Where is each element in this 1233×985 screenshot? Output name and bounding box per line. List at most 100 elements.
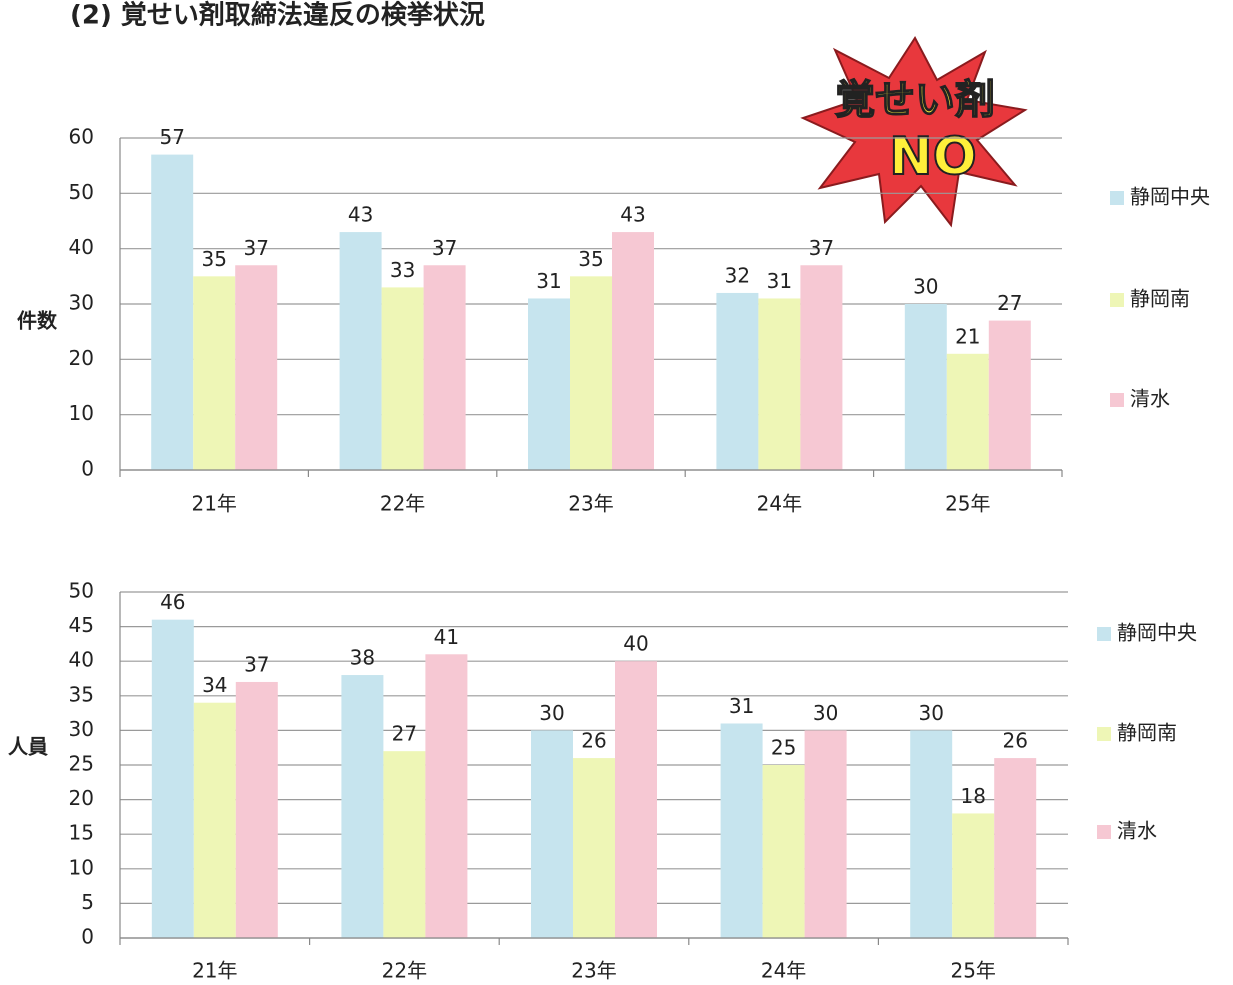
bar bbox=[994, 758, 1037, 938]
bar bbox=[235, 681, 278, 938]
data-label: 35 bbox=[578, 247, 603, 271]
x-tick-label: 23年 bbox=[568, 492, 613, 516]
bar bbox=[615, 661, 657, 938]
bar bbox=[804, 730, 847, 938]
x-tick-label: 23年 bbox=[571, 959, 616, 983]
bar bbox=[193, 276, 236, 470]
legend-label: 清水 bbox=[1117, 819, 1157, 843]
legend-swatch bbox=[1110, 393, 1124, 407]
x-tick-label: 22年 bbox=[382, 959, 427, 983]
data-label: 43 bbox=[620, 203, 645, 227]
y-tick-label: 5 bbox=[81, 890, 94, 914]
bar bbox=[381, 287, 424, 470]
bar bbox=[383, 751, 426, 938]
data-label: 30 bbox=[813, 701, 838, 725]
y-tick-label: 40 bbox=[69, 648, 94, 672]
bar bbox=[423, 265, 466, 470]
bar bbox=[720, 723, 763, 938]
bar bbox=[151, 154, 194, 470]
bar bbox=[425, 654, 468, 938]
data-label: 37 bbox=[432, 236, 457, 260]
x-tick-label: 21年 bbox=[192, 959, 237, 983]
data-label: 31 bbox=[536, 269, 561, 293]
data-label: 40 bbox=[623, 632, 648, 656]
x-tick-label: 25年 bbox=[950, 959, 995, 983]
bar bbox=[528, 298, 570, 470]
data-label: 26 bbox=[581, 729, 606, 753]
y-tick-label: 10 bbox=[69, 855, 94, 879]
bar bbox=[910, 730, 953, 938]
y-tick-label: 20 bbox=[69, 786, 94, 810]
legend-label: 静岡中央 bbox=[1130, 185, 1210, 209]
data-label: 32 bbox=[725, 263, 750, 287]
x-tick-label: 25年 bbox=[945, 492, 990, 516]
y-tick-label: 35 bbox=[69, 682, 94, 706]
data-label: 38 bbox=[350, 646, 375, 670]
bar bbox=[762, 765, 805, 938]
legend-swatch bbox=[1097, 727, 1111, 741]
bar bbox=[570, 276, 612, 470]
data-label: 27 bbox=[997, 291, 1022, 315]
data-label: 30 bbox=[913, 275, 938, 299]
legend-label: 静岡中央 bbox=[1117, 621, 1197, 645]
badge: 覚せい剤 NO bbox=[800, 36, 1028, 228]
bar bbox=[758, 298, 801, 470]
bar bbox=[612, 232, 654, 470]
data-label: 41 bbox=[434, 625, 459, 649]
data-label: 35 bbox=[201, 247, 226, 271]
bar bbox=[573, 758, 615, 938]
bar bbox=[952, 813, 995, 938]
data-label: 37 bbox=[809, 236, 834, 260]
x-tick-label: 24年 bbox=[757, 492, 802, 516]
y-tick-label: 60 bbox=[69, 125, 94, 149]
data-label: 21 bbox=[955, 324, 980, 348]
bar bbox=[151, 619, 194, 938]
y-axis-label: 件数 bbox=[17, 309, 58, 333]
bar bbox=[988, 320, 1031, 470]
legend-label: 静岡南 bbox=[1117, 721, 1177, 745]
data-label: 30 bbox=[539, 701, 564, 725]
bar bbox=[193, 702, 236, 938]
data-label: 18 bbox=[960, 784, 985, 808]
badge-star bbox=[800, 36, 1028, 228]
data-label: 31 bbox=[767, 269, 792, 293]
y-axis-label: 人員 bbox=[8, 735, 48, 759]
data-label: 27 bbox=[392, 722, 417, 746]
bar bbox=[904, 304, 947, 470]
legend-label: 清水 bbox=[1130, 387, 1170, 411]
x-tick-label: 22年 bbox=[380, 492, 425, 516]
bar bbox=[341, 675, 384, 938]
bar bbox=[800, 265, 843, 470]
x-tick-label: 24年 bbox=[761, 959, 806, 983]
y-tick-label: 25 bbox=[69, 752, 94, 776]
y-tick-label: 0 bbox=[81, 925, 94, 949]
data-label: 30 bbox=[918, 701, 943, 725]
legend-label: 静岡南 bbox=[1130, 287, 1190, 311]
y-tick-label: 20 bbox=[69, 346, 94, 370]
y-tick-label: 0 bbox=[81, 457, 94, 481]
bar bbox=[531, 730, 573, 938]
y-tick-label: 40 bbox=[69, 235, 94, 259]
legend-swatch bbox=[1097, 825, 1111, 839]
bar bbox=[235, 265, 278, 470]
data-label: 43 bbox=[348, 203, 373, 227]
bar bbox=[716, 292, 759, 470]
badge-text: 覚せい剤 bbox=[835, 77, 995, 123]
data-label: 37 bbox=[243, 236, 268, 260]
data-label: 57 bbox=[159, 125, 184, 149]
y-tick-label: 15 bbox=[69, 821, 94, 845]
data-label: 26 bbox=[1002, 729, 1027, 753]
data-label: 37 bbox=[244, 652, 269, 676]
y-tick-label: 30 bbox=[69, 717, 94, 741]
y-tick-label: 30 bbox=[69, 291, 94, 315]
y-tick-label: 10 bbox=[69, 401, 94, 425]
legend-swatch bbox=[1097, 627, 1111, 641]
badge-text: NO bbox=[889, 127, 977, 187]
page-title: (2) 覚せい剤取締法違反の検挙状況 bbox=[70, 0, 485, 31]
y-tick-label: 50 bbox=[69, 579, 94, 603]
y-tick-label: 45 bbox=[69, 613, 94, 637]
legend-swatch bbox=[1110, 191, 1124, 205]
data-label: 34 bbox=[202, 673, 227, 697]
data-label: 33 bbox=[390, 258, 415, 282]
